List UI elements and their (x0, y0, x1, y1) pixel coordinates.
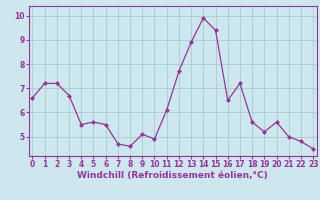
X-axis label: Windchill (Refroidissement éolien,°C): Windchill (Refroidissement éolien,°C) (77, 171, 268, 180)
